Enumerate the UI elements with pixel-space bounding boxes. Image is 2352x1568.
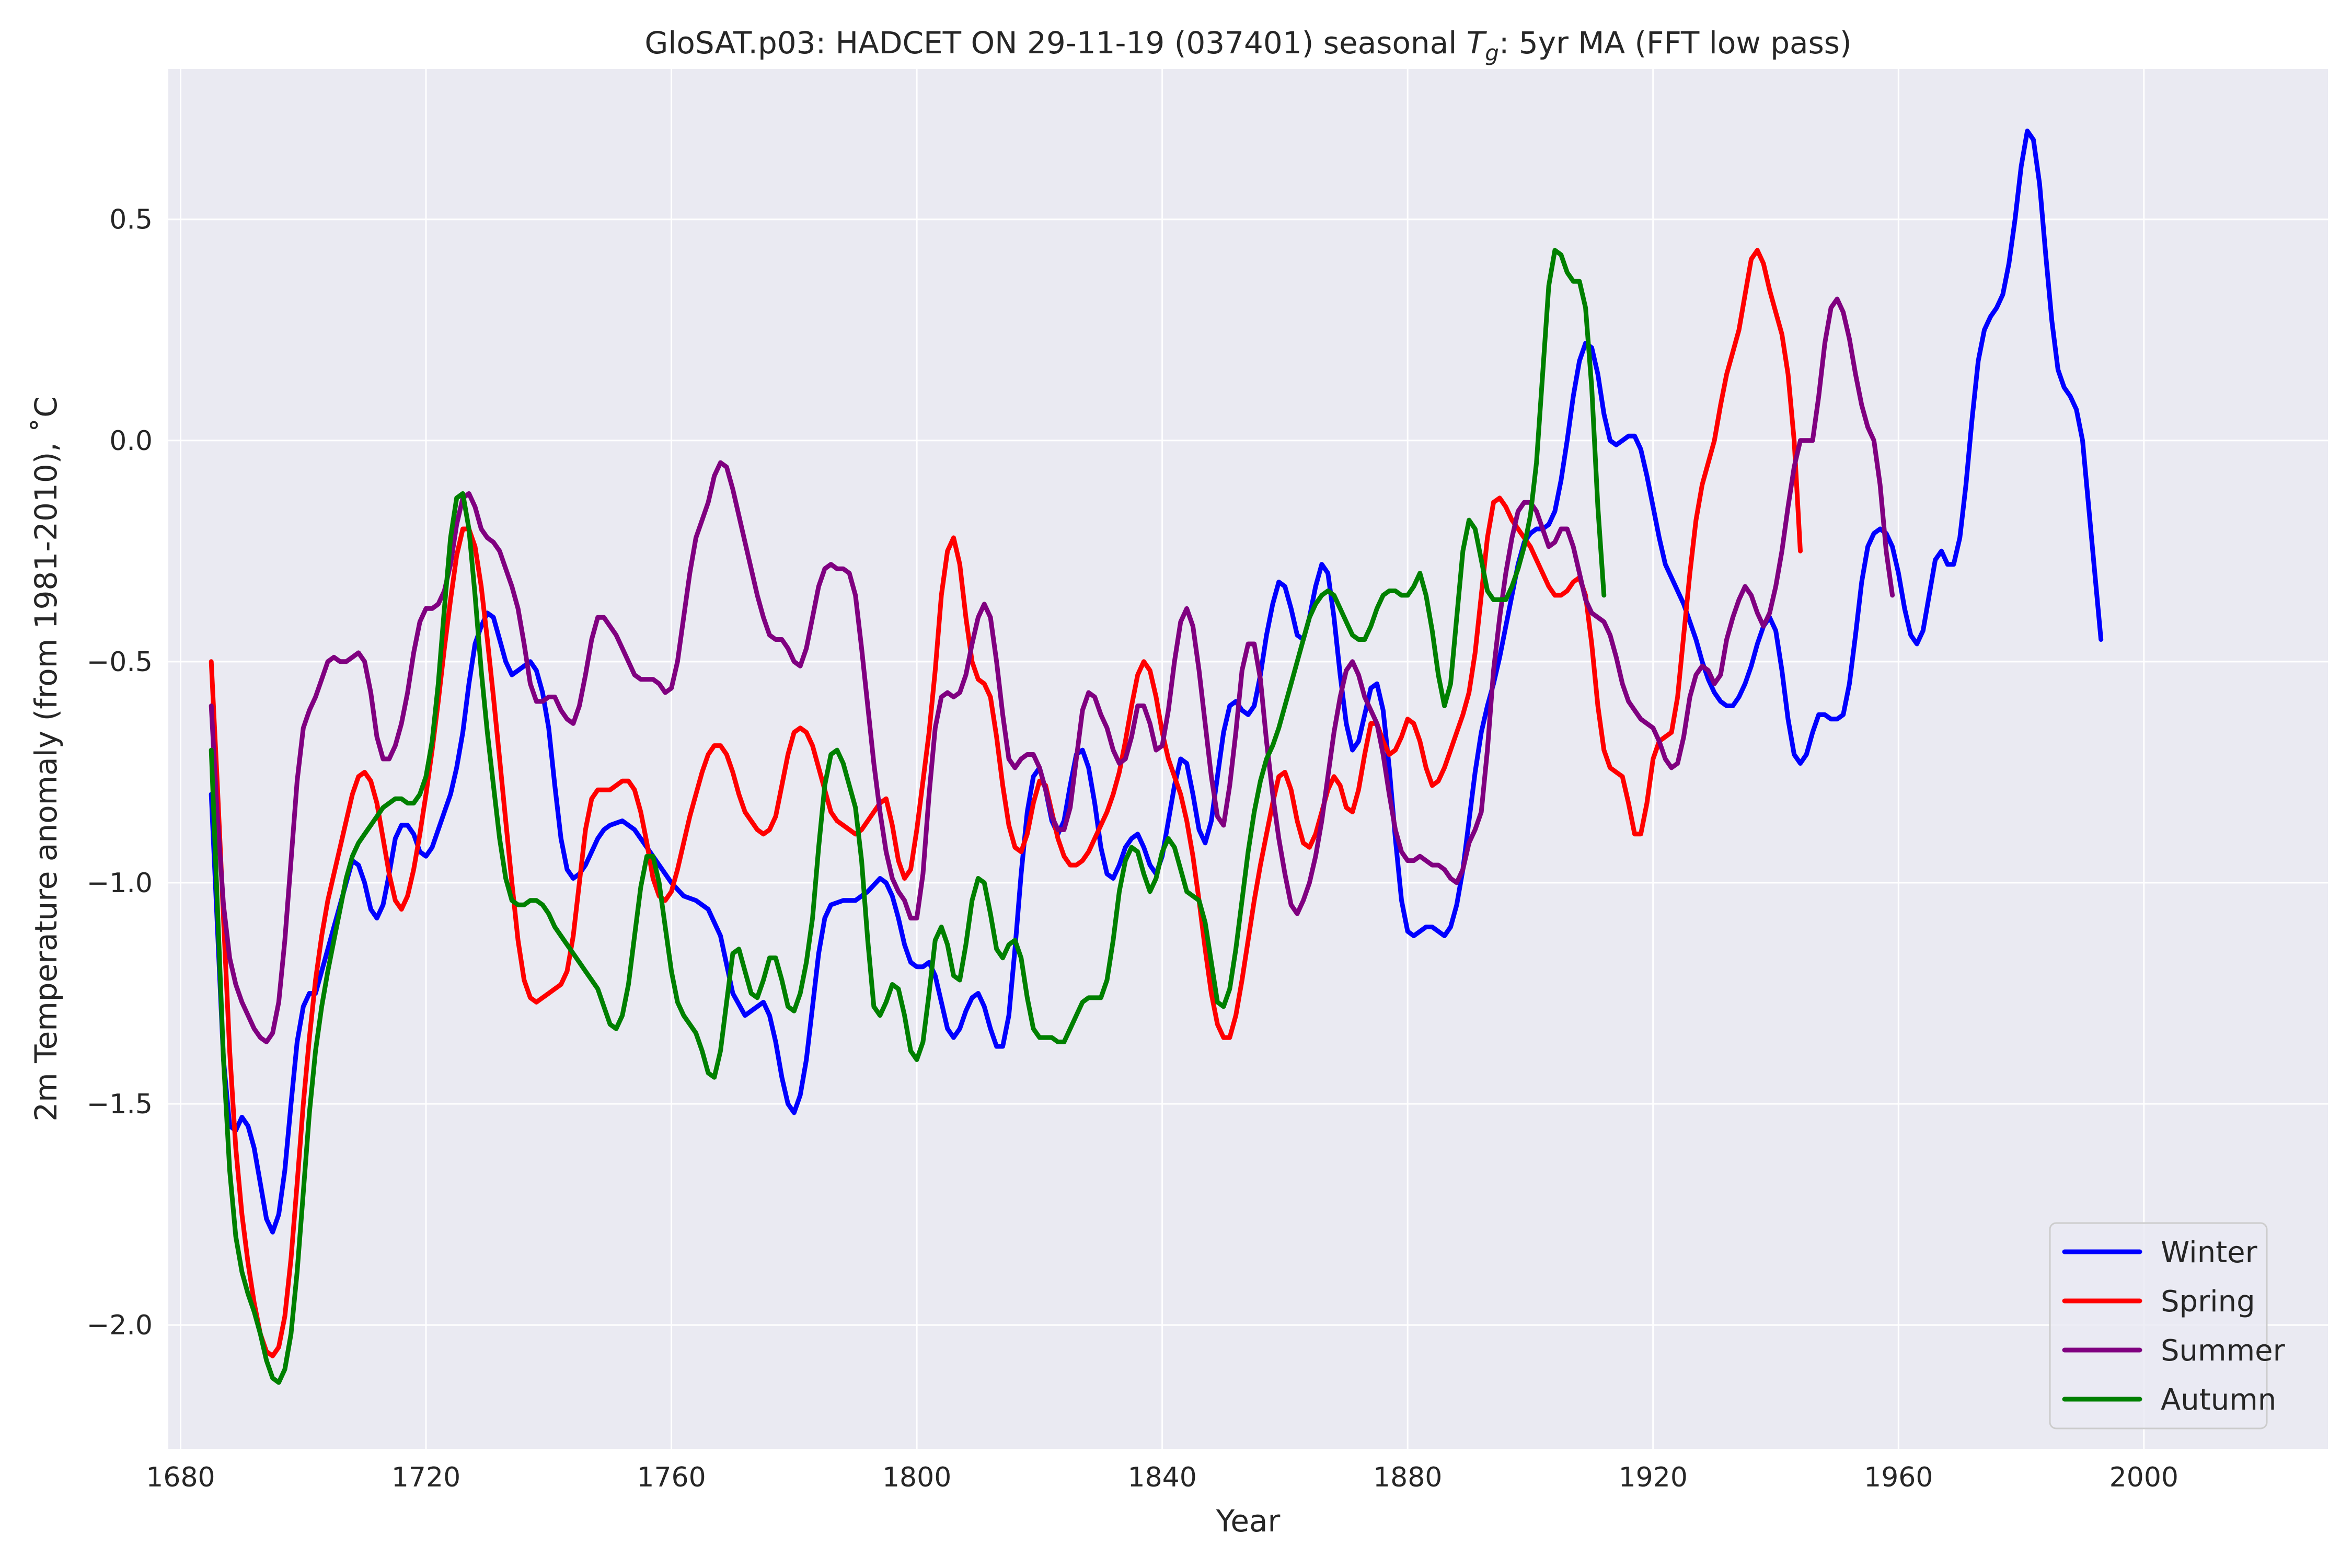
chart-title: GloSAT.p03: HADCET ON 29-11-19 (037401) … [644,25,1851,66]
x-tick-label: 1680 [146,1462,215,1493]
series-line-autumn [209,248,1607,1385]
x-tick-labels: 1680 1720 1760 1800 1840 1880 1920 1960 2000 [146,1462,2178,1493]
plot-area [168,69,2328,1449]
x-axis-label: Year [1216,1503,1281,1539]
x-tick-label: 2000 [2109,1462,2178,1493]
legend-label-summer: Summer [2161,1334,2286,1368]
y-tick-label: −0.5 [87,647,153,678]
title-subscript: g [1485,40,1499,66]
y-tick-label: −1.0 [87,868,153,899]
y-tick-label: −1.5 [87,1089,153,1120]
x-tick-label: 1760 [637,1462,706,1493]
legend-box [2049,1222,2268,1429]
series-layer [209,129,2104,1385]
legend: Winter Spring Summer Autumn [2049,1222,2286,1429]
legend-label-winter: Winter [2161,1236,2258,1270]
y-axis-label: 2m Temperature anomaly (from 1981-2010),… [28,396,64,1122]
x-tick-label: 1880 [1373,1462,1442,1493]
title-symbol: T [1467,25,1488,61]
y-tick-label: 0.0 [109,425,153,457]
x-tick-label: 1800 [882,1462,951,1493]
y-tick-label: 0.5 [109,204,153,236]
y-tick-labels: −2.0 −1.5 −1.0 −0.5 0.0 0.5 [87,204,153,1341]
y-tick-label: −2.0 [87,1310,153,1341]
x-tick-label: 1960 [1864,1462,1933,1493]
series-line-summer [209,296,1895,1044]
series-line-spring [209,248,1803,1358]
grid-lines [168,69,2328,1449]
x-tick-label: 1720 [391,1462,460,1493]
x-tick-label: 1920 [1619,1462,1688,1493]
x-tick-label: 1840 [1127,1462,1196,1493]
series-line-winter [209,129,2104,1235]
legend-label-autumn: Autumn [2161,1383,2276,1417]
legend-label-spring: Spring [2161,1285,2255,1319]
title-suffix: : 5yr MA (FFT low pass) [1499,25,1852,61]
title-main: GloSAT.p03: HADCET ON 29-11-19 (037401) … [644,25,1466,61]
